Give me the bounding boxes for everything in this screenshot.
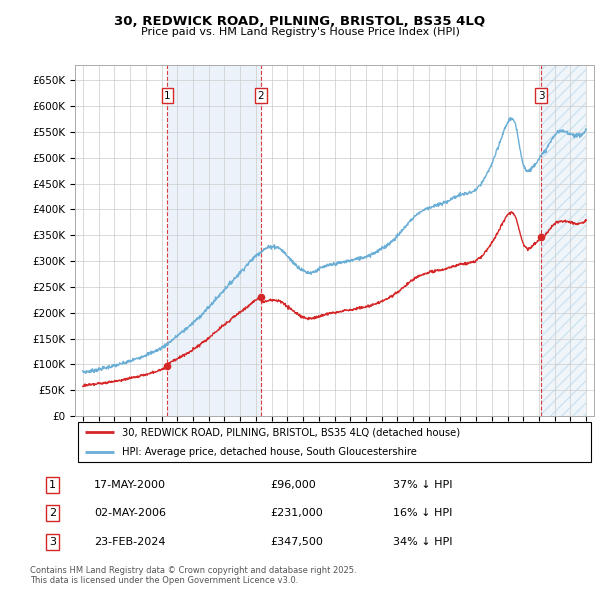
Text: Contains HM Land Registry data © Crown copyright and database right 2025.
This d: Contains HM Land Registry data © Crown c… <box>30 566 356 585</box>
Text: £96,000: £96,000 <box>270 480 316 490</box>
Text: 34% ↓ HPI: 34% ↓ HPI <box>392 537 452 546</box>
Text: HPI: Average price, detached house, South Gloucestershire: HPI: Average price, detached house, Sout… <box>122 447 416 457</box>
Text: 3: 3 <box>49 537 56 546</box>
Text: 1: 1 <box>164 91 171 101</box>
Text: 02-MAY-2006: 02-MAY-2006 <box>94 509 166 518</box>
Text: 23-FEB-2024: 23-FEB-2024 <box>94 537 166 546</box>
Text: 37% ↓ HPI: 37% ↓ HPI <box>392 480 452 490</box>
Text: £231,000: £231,000 <box>270 509 323 518</box>
Text: 2: 2 <box>49 509 56 518</box>
Text: 16% ↓ HPI: 16% ↓ HPI <box>392 509 452 518</box>
Text: 1: 1 <box>49 480 56 490</box>
Text: 2: 2 <box>258 91 265 101</box>
FancyBboxPatch shape <box>77 422 592 462</box>
Text: 3: 3 <box>538 91 544 101</box>
Text: Price paid vs. HM Land Registry's House Price Index (HPI): Price paid vs. HM Land Registry's House … <box>140 27 460 37</box>
Text: 30, REDWICK ROAD, PILNING, BRISTOL, BS35 4LQ (detached house): 30, REDWICK ROAD, PILNING, BRISTOL, BS35… <box>122 427 460 437</box>
Text: 30, REDWICK ROAD, PILNING, BRISTOL, BS35 4LQ: 30, REDWICK ROAD, PILNING, BRISTOL, BS35… <box>115 15 485 28</box>
Text: £347,500: £347,500 <box>270 537 323 546</box>
Text: 17-MAY-2000: 17-MAY-2000 <box>94 480 166 490</box>
